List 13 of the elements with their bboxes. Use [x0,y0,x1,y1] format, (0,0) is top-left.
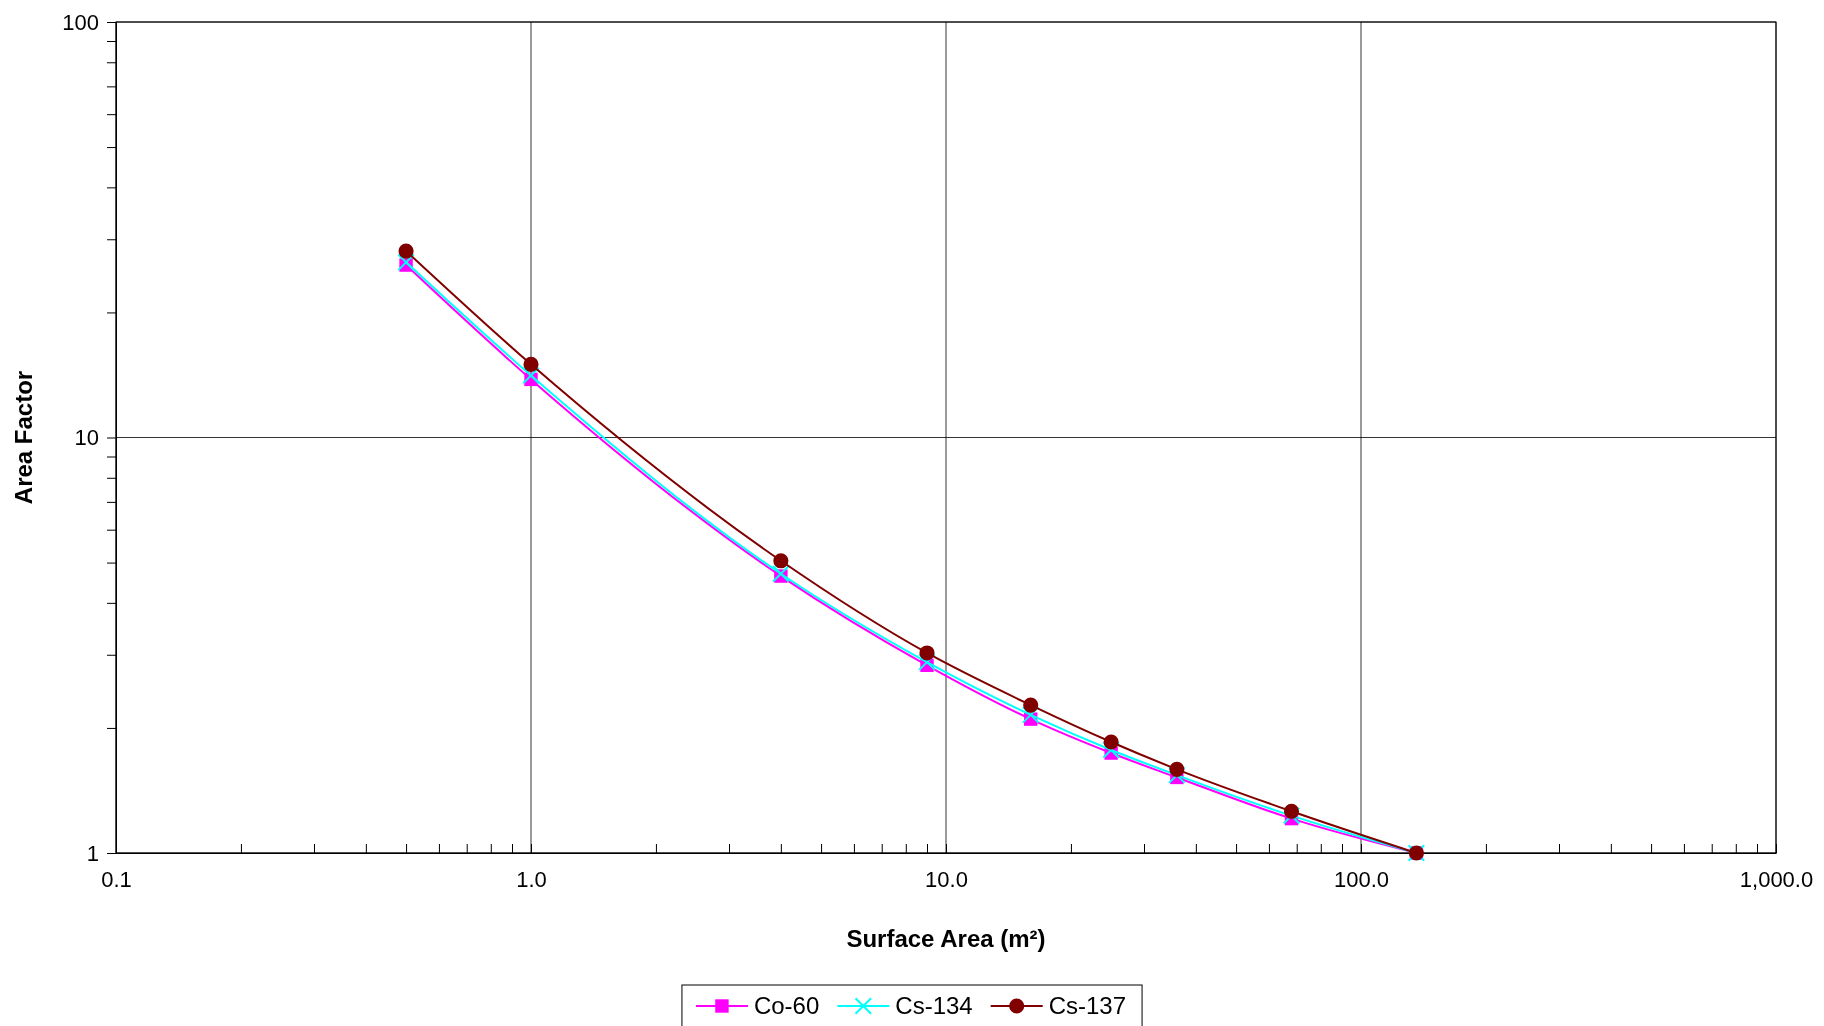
x-tick-label: 100.0 [1333,866,1390,892]
legend-label: Co-60 [753,992,820,1019]
x-tick-label: 10.0 [925,866,968,892]
legend-label: Cs-134 [895,992,973,1019]
x-tick-label: 0.1 [101,866,132,892]
y-tick-label: 10 [74,425,99,451]
y-tick-label: 1 [86,840,99,866]
y-tick-label: 100 [62,9,99,35]
x-axis-title: Surface Area (m²) [846,925,1046,952]
x-tick-label: 1.0 [516,866,547,892]
y-axis-title: Area Factor [10,370,37,505]
legend-label: Cs-137 [1048,992,1127,1019]
x-tick-label: 1,000.0 [1739,866,1814,892]
